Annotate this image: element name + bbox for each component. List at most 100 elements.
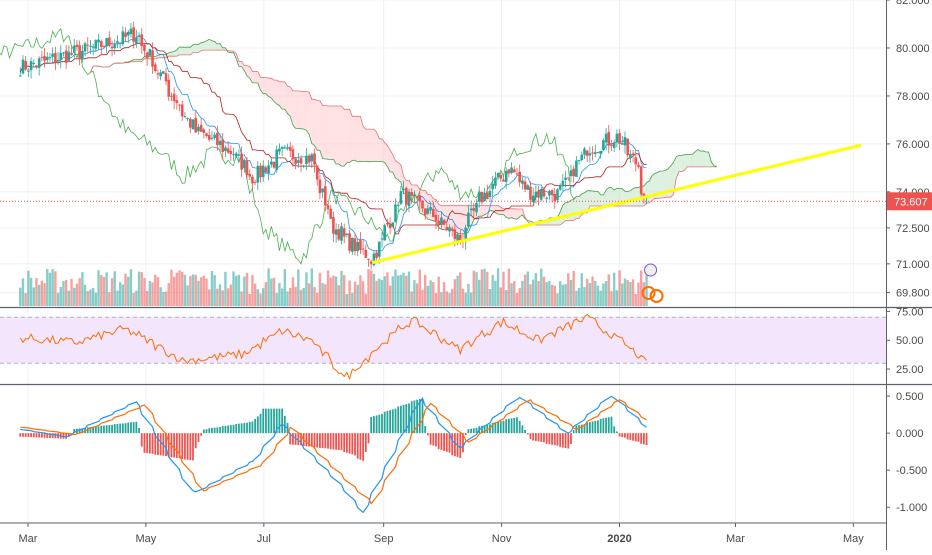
candle-body — [275, 150, 278, 170]
ichimoku-cloud-segment — [563, 203, 566, 223]
volume-bar — [397, 276, 399, 306]
volume-bar — [265, 282, 267, 306]
ichimoku-cloud-segment — [703, 151, 706, 167]
candle-body — [57, 60, 60, 61]
macd-histogram-bar — [400, 406, 402, 433]
candle-body — [613, 142, 616, 147]
candle-body — [200, 125, 203, 132]
ichimoku-cloud-segment — [274, 80, 277, 104]
volume-bar — [543, 277, 545, 306]
macd-histogram-bar — [376, 415, 378, 433]
volume-bar — [384, 276, 386, 306]
macd-histogram-bar — [440, 433, 442, 450]
volume-bar — [181, 272, 183, 306]
candle-body — [594, 152, 597, 154]
volume-bar — [408, 272, 410, 306]
volume-bar — [124, 274, 126, 306]
volume-bar — [513, 281, 515, 306]
candle-body — [46, 57, 49, 60]
candle-body — [351, 238, 354, 252]
macd-histogram-bar — [122, 423, 124, 433]
volume-bar — [95, 293, 97, 306]
macd-histogram-bar — [211, 428, 213, 433]
macd-histogram-bar — [314, 433, 316, 447]
volume-bar — [581, 273, 583, 306]
macd-histogram-bar — [570, 433, 572, 444]
ichimoku-cloud-layer — [0, 29, 717, 264]
candle-body — [340, 226, 343, 241]
ichimoku-cloud-segment — [633, 188, 636, 206]
candle-body — [38, 58, 41, 68]
ichimoku-cloud-segment — [212, 41, 215, 50]
volume-bar — [613, 273, 615, 306]
candle-body — [92, 46, 95, 47]
candle-body — [111, 47, 114, 49]
volume-bar — [33, 287, 35, 306]
ichimoku-cloud-segment — [180, 47, 183, 55]
ichimoku-cloud-segment — [455, 206, 458, 233]
volume-bar — [556, 293, 558, 306]
volume-bar — [259, 293, 261, 306]
time-axis-tick-label: Mar — [726, 533, 745, 545]
volume-bar — [81, 272, 83, 306]
macd-histogram-bar — [222, 426, 224, 433]
macd-histogram-bar — [389, 410, 391, 433]
candle-body — [146, 53, 149, 58]
volume-bar — [278, 283, 280, 306]
macd-histogram-bar — [592, 421, 594, 433]
ichimoku-cloud-segment — [312, 99, 315, 145]
volume-bar — [481, 269, 483, 306]
candle-body — [632, 153, 635, 155]
volume-bar — [586, 279, 588, 306]
volume-bar — [421, 290, 423, 306]
ichimoku-cloud-segment — [506, 209, 509, 219]
volume-bar — [524, 275, 526, 306]
volume-bar — [645, 275, 647, 306]
candle-body — [478, 192, 481, 201]
macd-histogram-bar — [141, 433, 143, 447]
macd-histogram-bar — [511, 418, 513, 433]
macd-histogram-bar — [395, 409, 397, 433]
candle-body — [343, 228, 346, 236]
macd-histogram-bar — [22, 433, 24, 437]
volume-bar — [497, 268, 499, 306]
volume-bar — [532, 280, 534, 306]
volume-bar — [443, 282, 445, 306]
time-axis-tick-label: May — [136, 533, 157, 545]
macd-histogram-bar — [470, 429, 472, 433]
macd-histogram-bar — [252, 422, 254, 434]
macd-histogram-bar — [373, 416, 375, 433]
volume-bar — [176, 273, 178, 306]
candle-body — [84, 43, 87, 51]
volume-bar — [132, 293, 134, 306]
macd-histogram-bar — [627, 433, 629, 439]
macd-histogram-bar — [397, 406, 399, 433]
volume-bar — [362, 281, 364, 306]
volume-bar — [486, 272, 488, 306]
ichimoku-cloud-segment — [360, 116, 363, 161]
candle-body — [170, 96, 173, 97]
ichimoku-cloud-segment — [285, 82, 288, 114]
candle-body — [178, 105, 181, 106]
last-price-label: 73.607 — [894, 196, 928, 208]
candle-body — [640, 166, 643, 194]
macd-histogram-bar — [459, 433, 461, 458]
macd-histogram-bar — [586, 423, 588, 434]
candle-body — [572, 169, 575, 176]
macd-histogram-bar — [530, 433, 532, 439]
macd-histogram-bar — [214, 428, 216, 434]
volume-bar — [324, 284, 326, 306]
volume-bar — [165, 291, 167, 306]
volume-bar — [49, 273, 51, 306]
candle-body — [356, 242, 359, 251]
volume-bar — [516, 293, 518, 306]
volume-bar — [467, 284, 469, 306]
volume-bar — [308, 283, 310, 306]
macd-histogram-bar — [243, 423, 245, 433]
macd-histogram-bar — [95, 427, 97, 433]
macd-histogram-bar — [508, 419, 510, 433]
volume-bar — [578, 288, 580, 306]
volume-bar — [27, 271, 29, 306]
macd-histogram-bar — [646, 433, 648, 445]
